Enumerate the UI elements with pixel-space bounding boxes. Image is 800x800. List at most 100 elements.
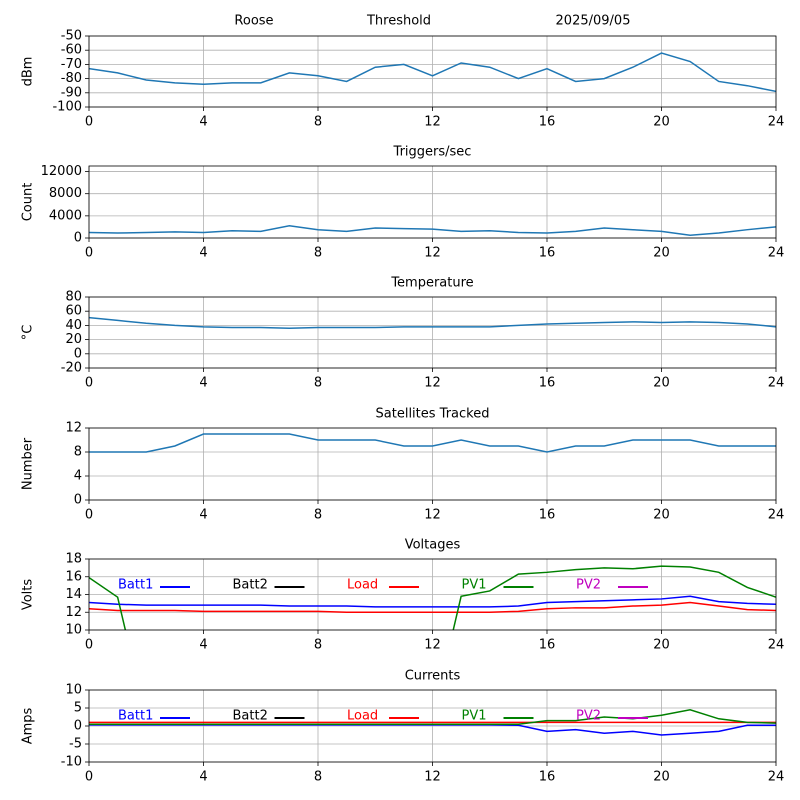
y-tick-label: -60 <box>61 43 82 58</box>
x-tick-label: 12 <box>424 770 441 785</box>
y-tick-label: 10 <box>65 623 82 638</box>
x-tick-label: 8 <box>314 246 322 261</box>
y-axis-label: Count <box>21 183 36 222</box>
x-tick-label: 24 <box>768 376 785 391</box>
chart-title: Voltages <box>405 538 461 553</box>
x-tick-label: 12 <box>424 638 441 653</box>
x-tick-label: 12 <box>424 115 441 130</box>
y-tick-label: 4000 <box>49 208 82 223</box>
legend-label: Batt1 <box>118 709 153 724</box>
y-tick-label: 40 <box>65 318 82 333</box>
series-line <box>89 709 776 725</box>
legend-label: PV2 <box>576 709 601 724</box>
y-tick-label: 0 <box>74 346 82 361</box>
series-line <box>89 316 776 329</box>
x-tick-label: 0 <box>85 508 93 523</box>
x-tick-label: 24 <box>768 770 785 785</box>
y-tick-label: 8000 <box>49 186 82 201</box>
x-tick-label: 4 <box>199 638 207 653</box>
chart-title: Threshold <box>366 14 431 29</box>
chart-title: Triggers/sec <box>393 145 472 160</box>
y-tick-label: -5 <box>69 737 82 752</box>
series-line <box>89 433 776 453</box>
y-tick-label: 14 <box>65 587 82 602</box>
x-tick-label: 16 <box>539 638 556 653</box>
y-tick-label: 12 <box>65 605 82 620</box>
x-tick-label: 4 <box>199 770 207 785</box>
y-tick-label: -80 <box>61 71 82 86</box>
x-tick-label: 16 <box>539 246 556 261</box>
series-line <box>89 601 776 613</box>
x-tick-label: 24 <box>768 508 785 523</box>
x-tick-label: 0 <box>85 376 93 391</box>
x-tick-label: 8 <box>314 770 322 785</box>
y-tick-label: 18 <box>65 552 82 567</box>
plot-frame <box>88 35 777 108</box>
series-line <box>89 595 776 608</box>
x-tick-label: 20 <box>653 115 670 130</box>
plot-frame <box>88 296 777 369</box>
x-tick-label: 24 <box>768 115 785 130</box>
y-tick-label: -100 <box>52 100 82 115</box>
series-line <box>89 225 776 236</box>
plot-frame <box>88 165 777 239</box>
legend-label: Batt2 <box>233 578 268 593</box>
x-tick-label: 4 <box>199 246 207 261</box>
x-tick-label: 12 <box>424 246 441 261</box>
chart-title: Roose <box>234 14 273 29</box>
chart-title: 2025/09/05 <box>556 14 631 29</box>
y-tick-label: 8 <box>74 445 82 460</box>
x-tick-label: 20 <box>653 508 670 523</box>
y-tick-label: 12000 <box>41 164 82 179</box>
y-tick-label: -90 <box>61 85 82 100</box>
x-tick-label: 20 <box>653 770 670 785</box>
x-tick-label: 24 <box>768 246 785 261</box>
y-tick-label: 60 <box>65 304 82 319</box>
legend-label: PV1 <box>462 578 487 593</box>
y-axis-label: Amps <box>21 707 36 744</box>
y-tick-label: 20 <box>65 332 82 347</box>
x-tick-label: 16 <box>539 770 556 785</box>
legend-label: Load <box>347 709 378 724</box>
x-tick-label: 8 <box>314 115 322 130</box>
y-tick-label: -20 <box>61 361 82 376</box>
x-tick-label: 0 <box>85 115 93 130</box>
series-line <box>89 565 776 630</box>
legend-label: Load <box>347 578 378 593</box>
y-tick-label: 16 <box>65 569 82 584</box>
legend-label: PV2 <box>576 578 601 593</box>
x-tick-label: 16 <box>539 115 556 130</box>
x-tick-label: 12 <box>424 376 441 391</box>
chart-title: Temperature <box>390 276 473 291</box>
y-axis-label: °C <box>21 325 36 341</box>
x-tick-label: 8 <box>314 638 322 653</box>
y-tick-label: 12 <box>65 421 82 436</box>
y-tick-label: 4 <box>74 469 82 484</box>
y-tick-label: -50 <box>61 29 82 44</box>
y-tick-label: 0 <box>74 231 82 246</box>
plot-frame <box>88 427 777 501</box>
y-tick-label: 5 <box>74 701 82 716</box>
y-axis-label: dBm <box>21 57 36 87</box>
x-tick-label: 4 <box>199 376 207 391</box>
x-tick-label: 20 <box>653 638 670 653</box>
chart-title: Satellites Tracked <box>376 407 490 422</box>
x-tick-label: 8 <box>314 508 322 523</box>
x-tick-label: 0 <box>85 638 93 653</box>
x-tick-label: 16 <box>539 508 556 523</box>
legend-label: Batt1 <box>118 578 153 593</box>
x-tick-label: 0 <box>85 770 93 785</box>
plot-frame <box>88 558 777 631</box>
x-tick-label: 12 <box>424 508 441 523</box>
y-tick-label: 0 <box>74 719 82 734</box>
y-tick-label: -10 <box>61 755 82 770</box>
y-axis-label: Number <box>21 437 36 490</box>
legend-label: PV1 <box>462 709 487 724</box>
x-tick-label: 0 <box>85 246 93 261</box>
y-tick-label: 80 <box>65 290 82 305</box>
y-tick-label: -70 <box>61 57 82 72</box>
plot-frame <box>88 689 777 763</box>
x-tick-label: 16 <box>539 376 556 391</box>
x-tick-label: 4 <box>199 508 207 523</box>
